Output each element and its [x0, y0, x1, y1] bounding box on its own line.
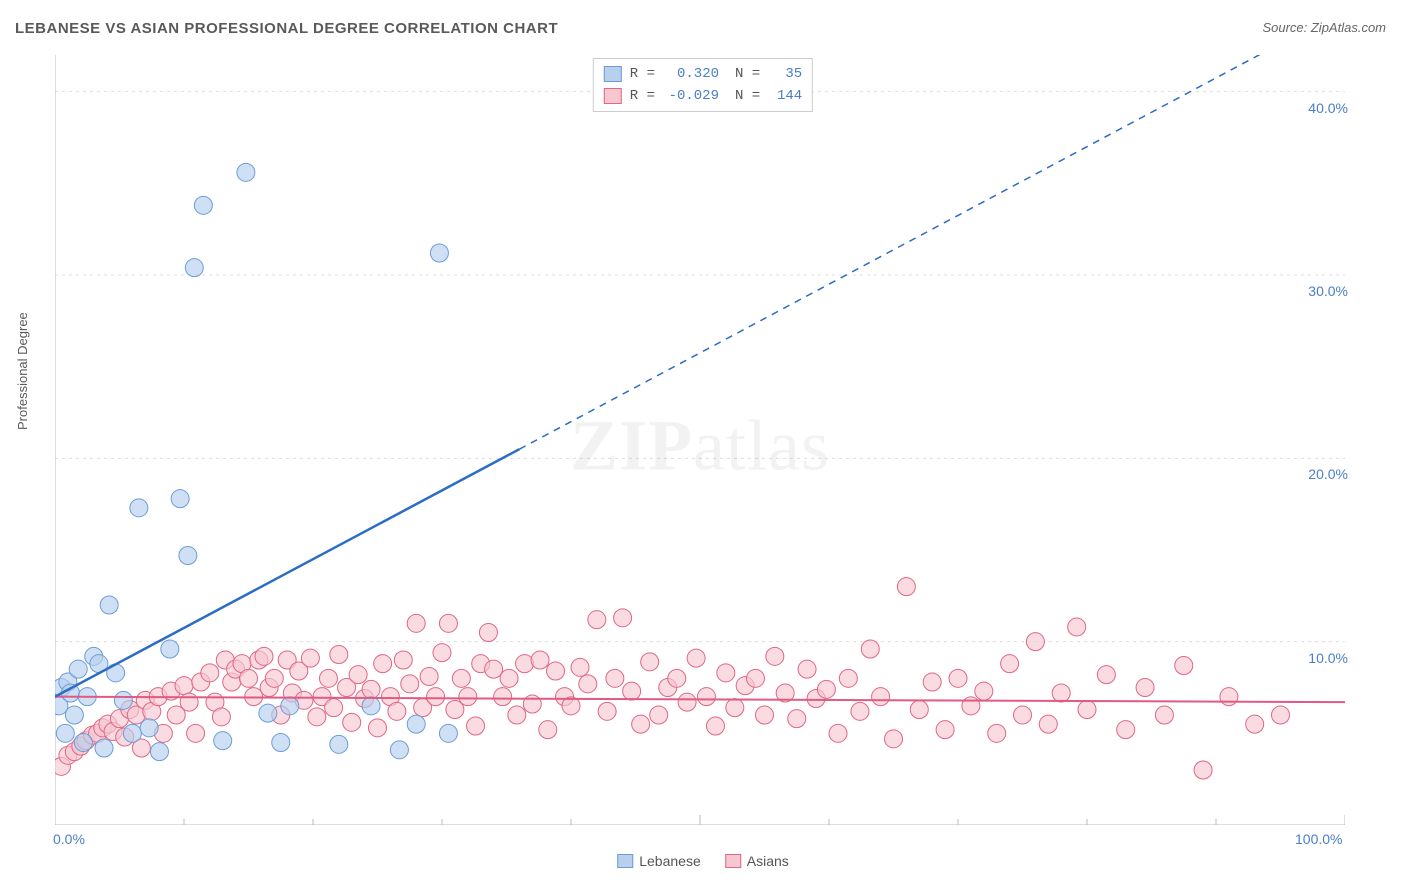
legend-swatch-blue — [604, 66, 622, 82]
source-label: Source: ZipAtlas.com — [1262, 20, 1386, 35]
legend-row-blue: R = 0.320 N = 35 — [604, 63, 802, 85]
scatter-plot-svg — [55, 55, 1345, 825]
y-axis-label: Professional Degree — [15, 312, 30, 430]
legend-swatch-lebanese — [617, 854, 633, 868]
stats-legend: R = 0.320 N = 35 R = -0.029 N = 144 — [593, 58, 813, 112]
legend-row-pink: R = -0.029 N = 144 — [604, 85, 802, 107]
legend-swatch-asians — [725, 854, 741, 868]
series-legend: Lebanese Asians — [617, 853, 789, 869]
legend-item-lebanese: Lebanese — [617, 853, 701, 869]
legend-swatch-pink — [604, 88, 622, 104]
legend-item-asians: Asians — [725, 853, 789, 869]
chart-title: LEBANESE VS ASIAN PROFESSIONAL DEGREE CO… — [15, 20, 558, 37]
chart-area: 10.0%20.0%30.0%40.0% 0.0%100.0% ZIPatlas — [55, 55, 1345, 845]
